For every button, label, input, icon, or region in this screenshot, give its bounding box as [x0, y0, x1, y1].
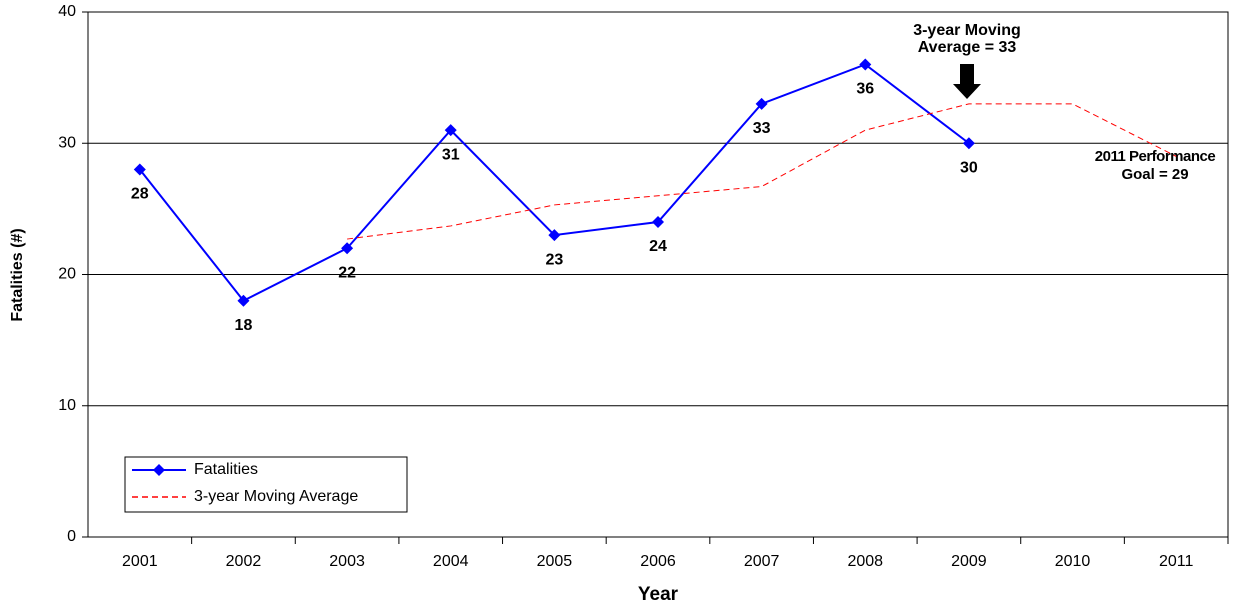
y-tick-label: 0	[67, 528, 76, 545]
x-tick-label: 2009	[951, 553, 987, 570]
arrow	[953, 64, 981, 99]
data-label: 30	[960, 159, 978, 176]
x-tick-label: 2011	[1159, 553, 1194, 570]
annotation: Average = 33	[918, 39, 1017, 56]
data-label: 36	[856, 81, 874, 98]
y-tick-label: 40	[58, 3, 76, 20]
marker	[652, 216, 664, 228]
y-tick-label: 20	[58, 266, 76, 283]
legend-label: 3-year Moving Average	[194, 488, 358, 505]
data-label: 18	[235, 317, 253, 334]
annotation: 3-year Moving	[913, 22, 1021, 39]
x-tick-label: 2010	[1055, 553, 1091, 570]
marker	[341, 242, 354, 255]
y-tick-label: 30	[58, 134, 76, 151]
x-tick-label: 2005	[537, 553, 573, 570]
marker	[859, 58, 872, 71]
marker	[444, 124, 457, 137]
annotation: 2011 Performance	[1095, 148, 1216, 165]
data-label: 31	[442, 146, 460, 163]
x-tick-label: 2007	[744, 553, 780, 570]
data-label: 23	[545, 251, 563, 268]
data-label: 33	[753, 120, 771, 137]
data-label: 24	[649, 238, 667, 255]
x-tick-label: 2008	[847, 553, 883, 570]
data-label: 28	[131, 186, 149, 203]
marker	[962, 137, 975, 150]
marker	[237, 294, 250, 307]
annotation: Goal = 29	[1121, 166, 1188, 183]
legend-label: Fatalities	[194, 461, 258, 478]
x-tick-label: 2006	[640, 553, 676, 570]
marker	[755, 97, 768, 110]
legend-marker	[153, 464, 165, 476]
x-tick-label: 2003	[329, 553, 365, 570]
marker	[133, 163, 146, 176]
data-label: 22	[338, 264, 356, 281]
legend	[124, 456, 408, 513]
x-tick-label: 2001	[122, 553, 158, 570]
x-axis-title: Year	[638, 584, 679, 605]
y-tick-label: 10	[58, 397, 76, 414]
y-axis-title: Fatalities (#)	[9, 228, 26, 321]
x-tick-label: 2002	[226, 553, 262, 570]
x-tick-label: 2004	[433, 553, 469, 570]
series-line	[347, 103, 1177, 240]
marker	[548, 229, 561, 242]
